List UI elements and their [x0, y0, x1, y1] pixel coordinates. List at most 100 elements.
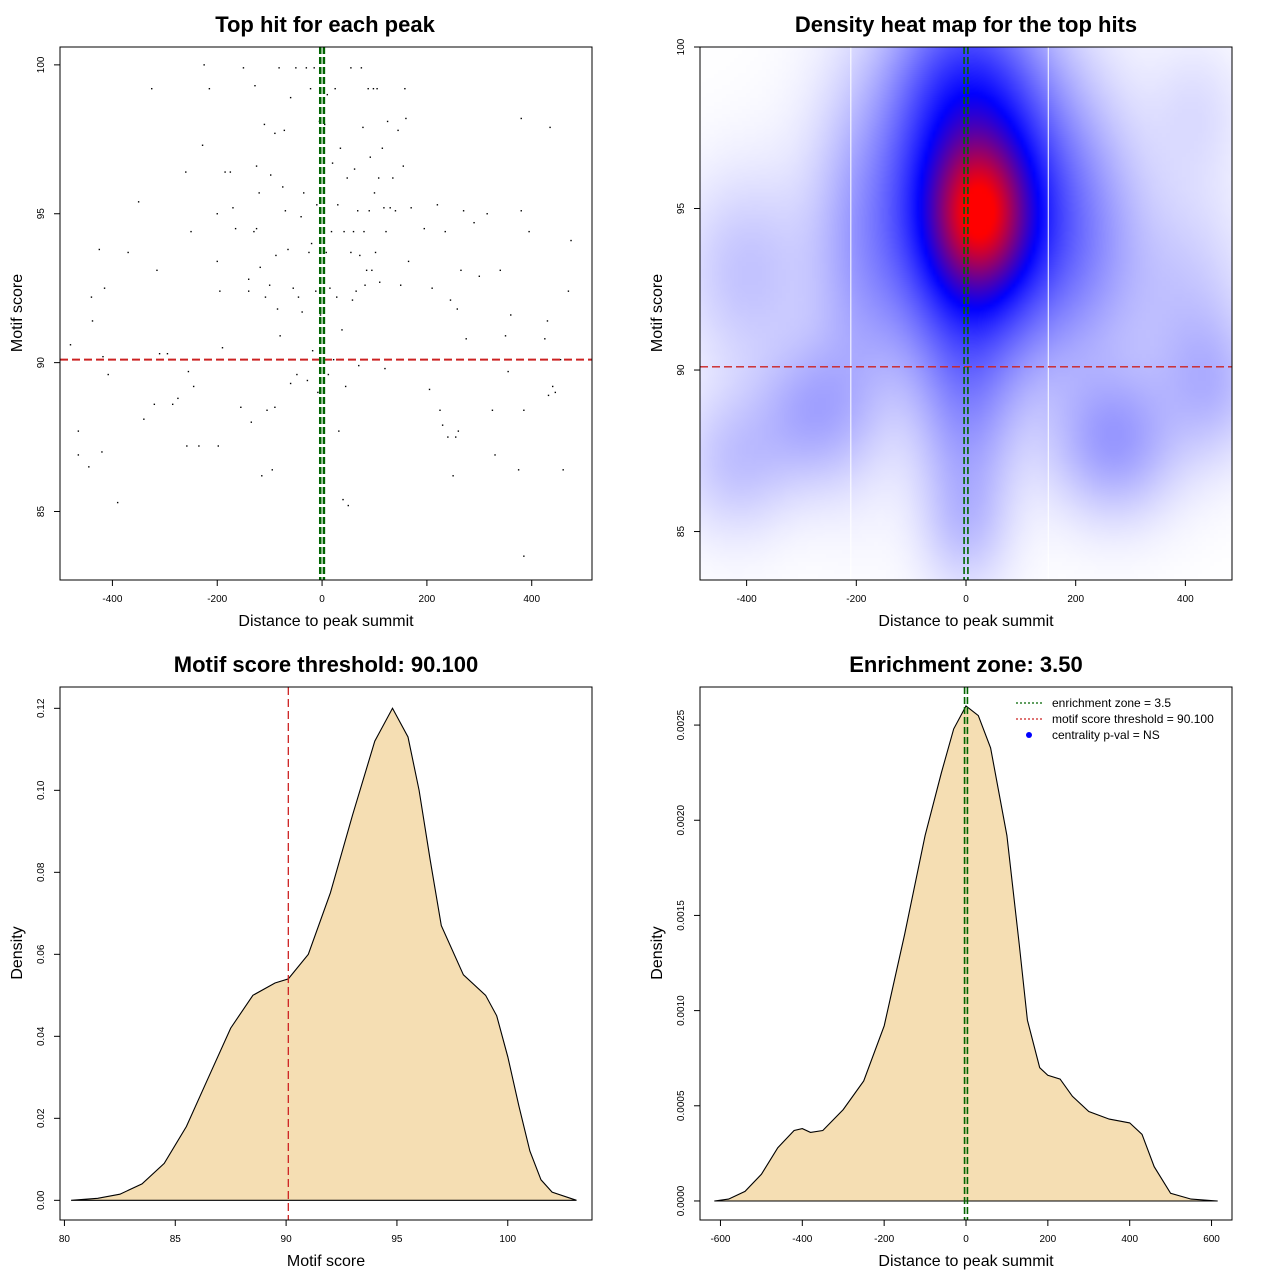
scatter-point — [407, 260, 410, 263]
scatter-point — [338, 430, 340, 432]
scatter-point — [491, 409, 494, 411]
scatter-point — [371, 269, 373, 272]
score-density-x-tick-label: 90 — [281, 1234, 293, 1245]
heatmap-title: Density heat map for the top hits — [795, 12, 1137, 37]
scatter-point — [342, 498, 344, 501]
scatter-point — [444, 230, 446, 233]
scatter-point — [523, 409, 525, 411]
scatter-point — [428, 388, 431, 391]
scatter-point — [186, 445, 188, 447]
scatter-point — [156, 269, 158, 272]
scatter-point — [264, 296, 267, 298]
scatter-point — [313, 67, 315, 69]
scatter-point — [447, 436, 449, 438]
scatter-point — [436, 204, 439, 206]
scatter-point — [221, 347, 224, 349]
distance-density-y-tick-label: 0.0000 — [676, 1185, 687, 1216]
scatter-point — [551, 385, 554, 388]
distance-density-x-tick-label: 600 — [1203, 1234, 1220, 1245]
scatter-point — [439, 409, 441, 411]
scatter-point — [297, 296, 300, 298]
scatter-point — [250, 421, 253, 423]
scatter-point — [255, 165, 258, 167]
scatter-point — [234, 227, 237, 230]
scatter-point — [137, 201, 140, 203]
scatter-point — [255, 227, 258, 230]
scatter-y-tick-label: 85 — [36, 506, 47, 518]
scatter-point — [465, 338, 467, 340]
score-density-x-axis-label: Motif score — [287, 1253, 365, 1270]
scatter-point — [98, 248, 101, 251]
scatter-point — [358, 364, 360, 367]
scatter-point — [247, 290, 250, 292]
scatter-point — [258, 192, 260, 194]
scatter-point — [402, 165, 405, 167]
scatter-point — [274, 406, 276, 408]
scatter-point — [351, 299, 354, 301]
scatter-point — [203, 64, 205, 66]
scatter-point — [362, 126, 364, 129]
scatter-point — [570, 239, 572, 242]
scatter-point — [309, 87, 312, 90]
scatter-point — [359, 254, 361, 257]
scatter-point — [369, 156, 371, 158]
scatter-panel: Top hit for each peak -400 -200 0 200 400 85 9… — [9, 12, 593, 630]
scatter-point — [334, 87, 336, 90]
scatter-point — [456, 308, 458, 310]
scatter-point — [510, 314, 512, 316]
scatter-point — [547, 394, 550, 397]
scatter-point — [271, 469, 273, 471]
scatter-point — [523, 555, 525, 557]
scatter-title: Top hit for each peak — [215, 12, 435, 37]
distance-density-y-axis-label: Density — [649, 926, 666, 979]
scatter-point — [276, 308, 279, 310]
scatter-point — [310, 242, 313, 245]
legend: enrichment zone = 3.5 motif score thresh… — [1016, 696, 1214, 742]
scatter-point — [339, 147, 342, 149]
scatter-point — [254, 85, 256, 87]
scatter-point — [377, 177, 380, 179]
score-density-y-tick-label: 0.06 — [36, 944, 47, 964]
distance-density-y-tick-label: 0.0015 — [676, 900, 687, 931]
scatter-point — [392, 177, 394, 179]
scatter-point — [232, 207, 234, 209]
distance-density-title: Enrichment zone: 3.50 — [849, 652, 1083, 677]
legend-pval-dot — [1026, 732, 1032, 738]
scatter-point — [404, 87, 406, 90]
scatter-point — [376, 87, 378, 90]
scatter-point — [332, 358, 335, 361]
scatter-point — [90, 296, 93, 298]
scatter-point — [410, 207, 412, 209]
scatter-point — [517, 469, 520, 471]
scatter-point — [253, 230, 255, 233]
scatter-point — [219, 290, 221, 292]
scatter-y-tick-label: 90 — [36, 357, 47, 369]
scatter-point — [216, 260, 218, 263]
scatter-y-axis-label: Motif score — [9, 274, 26, 352]
scatter-point — [554, 391, 557, 394]
heatmap-image — [700, 47, 1232, 580]
scatter-point — [383, 207, 385, 209]
score-density-y-tick-label: 0.08 — [36, 862, 47, 882]
scatter-point — [301, 311, 303, 313]
heatmap-axes: -400 -200 0 200 400 85 90 95 100 — [676, 38, 1194, 605]
scatter-point — [546, 320, 549, 322]
scatter-point — [373, 192, 376, 194]
score-density-x-tick-label: 95 — [391, 1234, 403, 1245]
scatter-point — [452, 475, 454, 477]
scatter-point — [325, 251, 327, 254]
scatter-point — [347, 504, 349, 507]
scatter-point — [372, 87, 375, 90]
scatter-point — [187, 370, 190, 373]
scatter-point — [229, 171, 232, 173]
scatter-point — [365, 269, 368, 272]
scatter-point — [306, 379, 309, 382]
scatter-point — [91, 320, 94, 322]
score-density-y-tick-label: 0.12 — [36, 698, 47, 718]
scatter-point — [208, 87, 211, 90]
heatmap-x-tick-label: -400 — [737, 594, 757, 605]
scatter-axes: -400 -200 0 200 400 85 90 95 100 — [36, 56, 541, 605]
heatmap-x-tick-label: 0 — [963, 594, 969, 605]
distance-density-y-tick-label: 0.0005 — [676, 1090, 687, 1121]
scatter-point — [319, 314, 322, 316]
